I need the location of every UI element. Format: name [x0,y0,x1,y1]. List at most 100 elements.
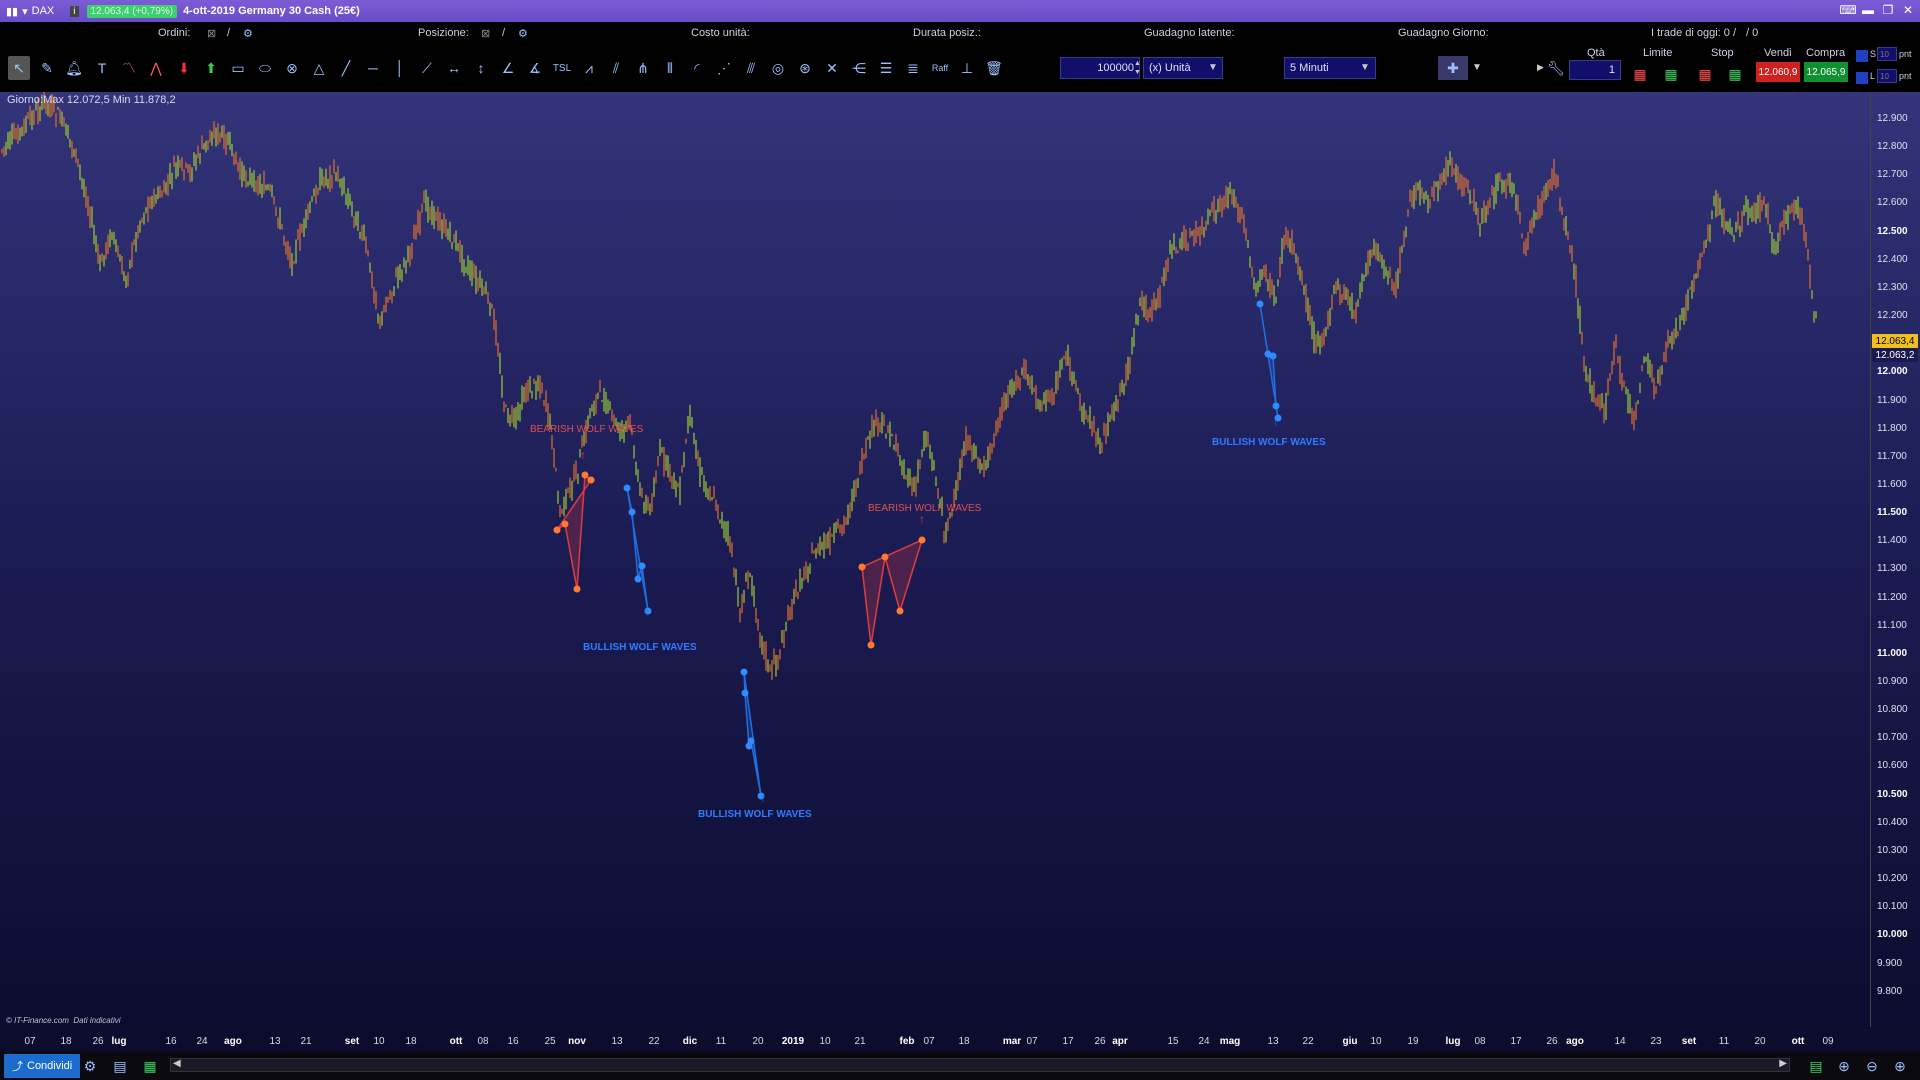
stop-loss-toggle[interactable] [1856,50,1868,62]
chart-scrollbar[interactable]: ◀ ▶ [170,1058,1790,1072]
channel-icon[interactable]: ⫽ [612,59,620,76]
time-axis-label: 22 [1302,1036,1314,1047]
pointer-icon[interactable]: ↖ [8,56,30,80]
keyboard-icon[interactable]: ⌨ [1839,3,1857,17]
fan-icon[interactable]: ⋰ [717,59,731,76]
wave-indicator-icon[interactable]: ⋀ [150,59,162,76]
wolf-wave-point [644,607,652,615]
time-axis-label: 15 [1167,1036,1179,1047]
take-profit-toggle[interactable] [1856,72,1868,84]
share-button[interactable]: ⤴ Condividi [4,1054,81,1078]
raff-channel-icon[interactable]: Raff [931,63,949,73]
tsl-icon[interactable]: TSL [552,62,572,74]
wrench-icon[interactable]: 🔧︎ [1547,59,1565,76]
cycle-icon[interactable]: ◎ [771,59,785,76]
chart-area[interactable]: ↑ BEARISH WOLF WAVES ↑ BULLISH WOLF WAVES ↑ B… [0,92,1870,1027]
time-axis-label: giu [1342,1036,1358,1047]
scroll-left-icon[interactable]: ◀ [173,1058,181,1069]
bullish-wolf-wave-pattern[interactable]: ↑ BULLISH WOLF WAVES [698,668,812,821]
bearish-wolf-wave-pattern[interactable]: ↑BEARISH WOLF WAVES [858,503,982,649]
price-axis-label: 10.000 [1877,929,1908,941]
price-chart[interactable]: ↑BEARISH WOLF WAVES↑BULLISH WOLF WAVES↑B… [0,92,1870,1027]
take-profit-points-input[interactable]: 10 [1877,69,1897,83]
add-indicator-icon[interactable]: ✚ [1438,56,1468,80]
quantity-input[interactable]: 100000 [1060,57,1140,79]
wolf-wave-point [1269,352,1277,360]
speed-lines-icon[interactable]: ⋲ [852,59,866,76]
zigzag-icon[interactable]: ⩘ [585,59,593,76]
triangle-icon[interactable]: △ [313,59,325,76]
sell-arrow-icon[interactable]: ⬇ [178,59,190,76]
bullish-wolf-wave-pattern[interactable]: ↑ BULLISH WOLF WAVES [1212,300,1326,449]
orders-close-icon[interactable]: ⊠ [207,28,217,40]
range-icon[interactable]: ↔ [447,60,461,76]
horizontal-line-icon[interactable]: ─ [368,60,378,76]
ray-icon[interactable]: ⟋ [422,59,432,76]
orders-settings-icon[interactable]: ⚙ [243,28,253,40]
bullish-wolf-wave-pattern[interactable]: ↑ BULLISH WOLF WAVES [583,484,697,654]
vertical-range-icon[interactable]: ↕ [477,60,485,76]
pattern-label: BULLISH WOLF WAVES [1212,437,1326,448]
bearish-wolf-wave-pattern[interactable]: ↑BEARISH WOLF WAVES [530,424,644,593]
circle-cross-icon[interactable]: ⊗ [286,59,298,76]
timeframe-select[interactable]: 5 Minuti [1284,57,1376,79]
stop-loss-points-input[interactable]: 10 [1877,47,1897,61]
line-icon[interactable]: ╱ [341,59,351,76]
info-icon[interactable]: i [70,5,79,17]
pencil-icon[interactable]: ✎ [41,59,53,76]
symbol-selector[interactable]: ▮▮ ▾ DAX [6,5,54,18]
limit-sell-icon[interactable]: ▦ [1633,65,1647,82]
limit-header: Limite [1643,47,1673,59]
layout-icon[interactable]: ▤ [113,1057,127,1074]
restore-icon[interactable]: ❐ [1882,3,1894,17]
fib-spiral-icon[interactable]: ⊛ [799,59,811,76]
bell-icon[interactable]: 🔔︎ [65,59,83,76]
quantity-stepper-icon[interactable]: ▲ ▼ [1134,60,1141,76]
cross-fan-icon[interactable]: ✕ [826,59,838,76]
indicator-dropdown-icon[interactable]: ▼ [1472,62,1482,73]
indicators-icon[interactable]: ▦ [143,1057,157,1074]
minimize-icon[interactable]: ▬ [1862,3,1874,17]
regression-icon[interactable]: ⊥ [960,59,974,76]
zoom-out-icon[interactable]: ⊖ [1866,1057,1878,1074]
buy-button[interactable]: 12.065,9 [1804,62,1848,82]
limit-buy-icon[interactable]: ▦ [1664,65,1678,82]
pitchfork-icon[interactable]: ⋔ [637,59,649,76]
trash-icon[interactable]: 🗑︎ [985,59,1003,76]
position-close-icon[interactable]: ⊠ [481,28,491,40]
ellipse-icon[interactable]: ⬭ [259,59,271,76]
arc-icon[interactable]: ◜ [694,59,700,76]
expand-panel-icon[interactable]: ▶ [1537,62,1544,72]
time-axis[interactable]: 07 18 26 lug 16 24 ago 13 21 set 10 18 ott 08 16 25 nov 1… [0,1027,1870,1058]
zoom-fit-icon[interactable]: ⊕ [1838,1057,1850,1074]
footer-bar: ⤴ Condividi ⚙ ▤ ▦ ◀ ▶ ▤ ⊕ ⊖ ⊕ [0,1052,1920,1080]
position-settings-icon[interactable]: ⚙ [518,28,528,40]
vertical-line-icon[interactable]: │ [395,60,405,76]
timeframe-dropdown-icon[interactable]: ▼ [1360,62,1370,73]
angle-icon[interactable]: ∠ [501,59,515,76]
gann-fan-icon[interactable]: ⫻ [746,59,756,76]
chart-type-icon[interactable]: ⚙ [83,1057,97,1074]
auto-scale-icon[interactable]: ▤ [1809,1057,1823,1074]
angle-trend-icon[interactable]: ∡ [528,59,542,76]
price-axis[interactable]: 12.900 12.800 12.700 12.600 12.500 12.400 12.3… [1870,92,1920,1027]
buy-arrow-icon[interactable]: ⬆ [205,59,217,76]
grid-lines-icon[interactable]: ⦀ [666,59,674,76]
fib-retracement-icon[interactable]: ☰ [879,59,893,76]
stop-sell-icon[interactable]: ▦ [1698,65,1712,82]
sell-button[interactable]: 12.060,9 [1756,62,1800,82]
pattern-label: BULLISH WOLF WAVES [583,642,697,653]
close-icon[interactable]: ✕ [1902,3,1914,17]
trend-indicator-icon[interactable]: 〽 [122,60,136,76]
zoom-in-icon[interactable]: ⊕ [1894,1057,1906,1074]
stop-buy-icon[interactable]: ▦ [1728,65,1742,82]
unit-dropdown-icon[interactable]: ▼ [1208,62,1218,73]
text-tool-icon[interactable]: T [97,60,107,76]
fib-levels-icon[interactable]: ≣ [907,59,919,76]
wolf-wave-point [881,553,889,561]
order-qty-input[interactable]: 1 [1569,60,1621,80]
unit-select[interactable]: (x) Unità [1143,57,1223,79]
rectangle-icon[interactable]: ▭ [231,59,245,76]
scroll-right-icon[interactable]: ▶ [1779,1058,1787,1069]
time-axis-label: 25 [544,1036,556,1047]
